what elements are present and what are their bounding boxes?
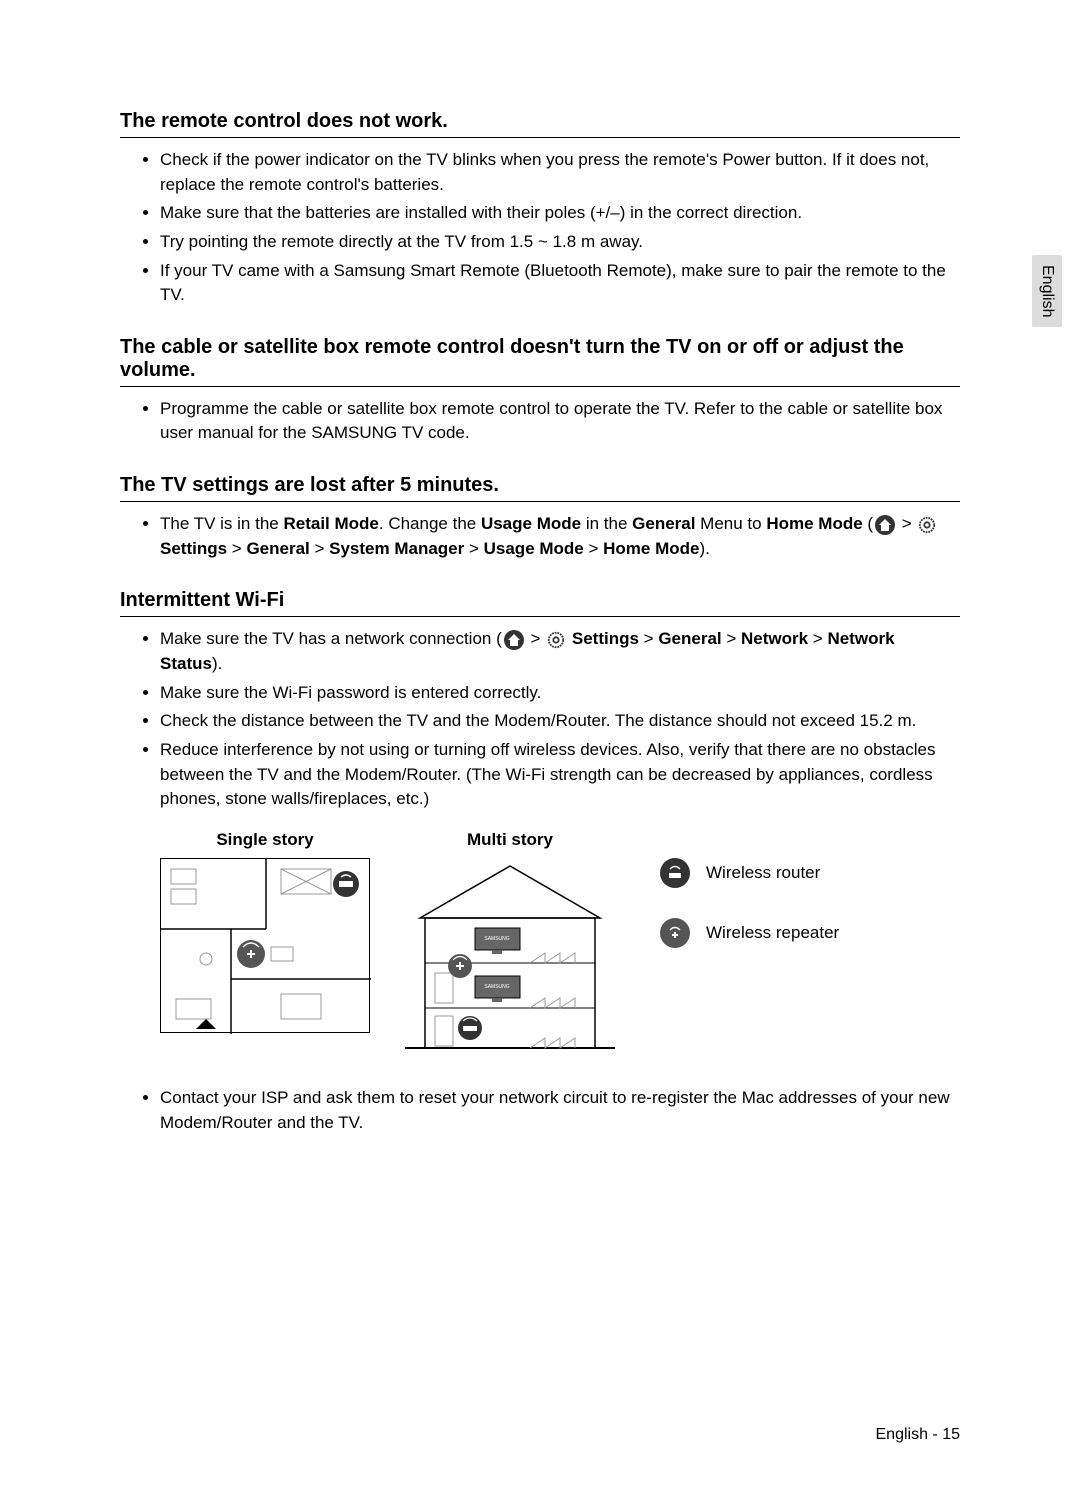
text: ( [863,514,873,533]
legend-label: Wireless repeater [706,923,839,943]
text: Menu to [695,514,766,533]
network-label: Network [741,629,808,648]
general-label: General [632,514,695,533]
bullet-item: Programme the cable or satellite box rem… [160,397,960,446]
bullet-item: Contact your ISP and ask them to reset y… [160,1086,960,1135]
diagram-legend: Wireless router Wireless repeater [650,830,839,948]
separator: > [227,539,246,558]
settings-label: Settings [160,539,227,558]
text: ). [212,654,222,673]
gear-icon [918,516,936,534]
section-title-remote: The remote control does not work. [120,110,960,138]
settings-label: Settings [572,629,639,648]
gear-icon [547,631,565,649]
separator: > [808,629,827,648]
general-label: General [658,629,721,648]
page-footer: English - 15 [876,1426,961,1444]
diagram-title: Single story [160,830,370,850]
wifi-bullets-after: Contact your ISP and ask them to reset y… [120,1086,960,1135]
cable-bullets: Programme the cable or satellite box rem… [120,397,960,446]
bullet-item: Check the distance between the TV and th… [160,709,960,734]
bullet-item: Make sure that the batteries are install… [160,201,960,226]
multi-story-diagram: Multi story [400,830,620,1058]
repeater-icon [660,918,690,948]
diagram-title: Multi story [400,830,620,850]
separator: > [897,514,916,533]
separator: > [526,629,545,648]
section-title-wifi: Intermittent Wi-Fi [120,589,960,617]
language-tab: English [1032,255,1062,327]
svg-text:SAMSUNG: SAMSUNG [484,984,509,990]
retail-mode-label: Retail Mode [283,514,378,533]
usage-mode-label: Usage Mode [481,514,581,533]
settings-bullets: The TV is in the Retail Mode. Change the… [120,512,960,561]
separator: > [310,539,329,558]
bullet-item: If your TV came with a Samsung Smart Rem… [160,259,960,308]
text: in the [581,514,632,533]
wifi-bullets: Make sure the TV has a network connectio… [120,627,960,811]
bullet-item: Try pointing the remote directly at the … [160,230,960,255]
legend-label: Wireless router [706,863,820,883]
house-elevation: SAMSUNG SAMSUNG [400,858,620,1058]
floor-plan [160,858,370,1033]
system-manager-label: System Manager [329,539,464,558]
legend-repeater: Wireless repeater [660,918,839,948]
separator: > [464,539,483,558]
text: The TV is in the [160,514,283,533]
general-label: General [246,539,309,558]
separator: > [584,539,603,558]
remote-bullets: Check if the power indicator on the TV b… [120,148,960,308]
text: . Change the [379,514,481,533]
bullet-item: Check if the power indicator on the TV b… [160,148,960,197]
bullet-item: Reduce interference by not using or turn… [160,738,960,812]
single-story-diagram: Single story [160,830,370,1033]
section-title-settings: The TV settings are lost after 5 minutes… [120,474,960,502]
usage-mode-label: Usage Mode [484,539,584,558]
bullet-item: Make sure the TV has a network connectio… [160,627,960,676]
bullet-item: The TV is in the Retail Mode. Change the… [160,512,960,561]
wifi-diagrams: Single story [160,830,960,1058]
legend-router: Wireless router [660,858,839,888]
section-title-cable: The cable or satellite box remote contro… [120,336,960,387]
home-mode-label: Home Mode [603,539,699,558]
separator: > [639,629,658,648]
home-icon [875,515,895,535]
bullet-item: Make sure the Wi-Fi password is entered … [160,681,960,706]
text: Make sure the TV has a network connectio… [160,629,502,648]
svg-text:SAMSUNG: SAMSUNG [484,936,509,942]
home-icon [504,630,524,650]
separator: > [722,629,741,648]
home-mode-label: Home Mode [766,514,862,533]
router-icon [660,858,690,888]
text: ). [699,539,709,558]
